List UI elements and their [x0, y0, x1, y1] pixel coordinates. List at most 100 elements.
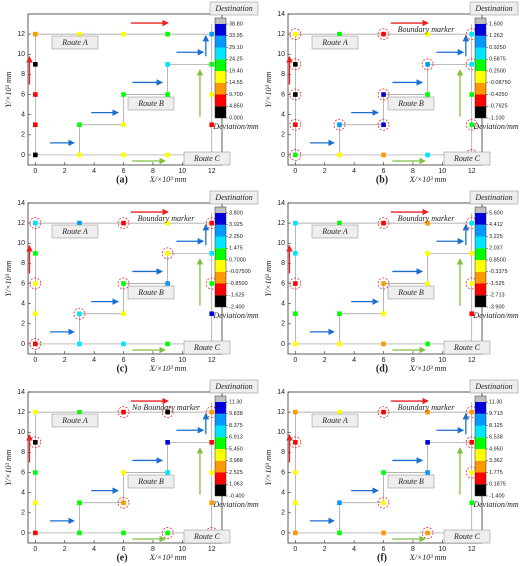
y-tick-label: 10 — [17, 51, 25, 58]
y-tick-label: 10 — [17, 429, 25, 436]
destination-label: Destination — [214, 193, 252, 202]
x-tick-label: 0 — [33, 168, 37, 175]
boundary-marker — [377, 118, 390, 131]
x-tick-label: 6 — [382, 357, 386, 364]
colorbar-band — [475, 94, 486, 107]
x-tick-label: 0 — [33, 357, 37, 364]
colorbar-tick-label: -2.713 — [489, 293, 505, 299]
colorbar-tick-label: -2.400 — [229, 304, 245, 310]
boundary-marker — [333, 118, 346, 131]
colorbar-band — [215, 449, 226, 461]
colorbar-title: Deviation/mm — [212, 311, 259, 320]
x-tick-label: 2 — [63, 357, 67, 364]
colorbar-band — [475, 472, 486, 485]
x-tick-label: 8 — [411, 357, 415, 364]
marker-text: Boundary marker — [138, 214, 196, 223]
data-point — [337, 500, 342, 506]
data-point — [165, 440, 170, 445]
data-point — [293, 500, 298, 506]
data-point — [33, 62, 38, 67]
y-tick-label: 2 — [21, 510, 25, 517]
x-axis-label: X/×10³ mm — [409, 175, 447, 184]
y-tick-label: 0 — [281, 341, 285, 348]
data-point — [33, 31, 38, 37]
y-axis-label: Y/×10³ mm — [4, 71, 13, 107]
boundary-marker — [73, 307, 86, 320]
colorbar-tick-label: 0.000 — [229, 115, 243, 121]
colorbar-tick-label: -1.525 — [489, 281, 505, 287]
panel-label: (a) — [116, 174, 128, 185]
colorbar-band — [215, 47, 226, 60]
colorbar-tick-label: 6.538 — [489, 435, 503, 441]
panel: 0 2 4 6 8 10 12 0 2 4 6 8 10 12 14 Y/×10³ mm X/×10³ mm (f… — [264, 379, 519, 563]
data-point — [33, 500, 38, 506]
colorbar-title: Deviation/mm — [472, 311, 519, 320]
data-point — [121, 500, 126, 506]
data-point — [425, 220, 430, 226]
destination-box — [209, 1, 259, 16]
data-point — [337, 341, 342, 347]
data-point — [425, 152, 430, 158]
route-box — [51, 35, 99, 50]
y-tick-label: 2 — [21, 132, 25, 139]
x-tick-label: 2 — [63, 168, 67, 175]
x-tick-label: 4 — [352, 357, 356, 364]
y-tick-label: 10 — [277, 429, 285, 436]
data-point — [209, 500, 215, 506]
x-axis-label: X/×10³ mm — [149, 175, 187, 184]
data-point — [381, 281, 386, 286]
panel: 0 2 4 6 8 10 12 0 2 4 6 8 10 12 Y/×10³ mm X/×10³ mm (a) 0… — [4, 1, 259, 185]
colorbar-title: Deviation/mm — [212, 500, 259, 509]
colorbar-band — [215, 260, 226, 272]
x-tick-label: 0 — [33, 546, 37, 553]
data-point — [209, 92, 215, 97]
panel-label: (c) — [116, 363, 127, 374]
y-tick-label: 0 — [21, 152, 25, 159]
colorbar-tick-label: 0.7000 — [229, 257, 246, 263]
data-point — [121, 122, 126, 128]
data-point — [425, 341, 430, 347]
data-point — [337, 31, 342, 37]
data-point — [381, 122, 386, 128]
route-label: Route C — [193, 343, 221, 352]
colorbar-title: Deviation/mm — [472, 122, 519, 131]
colorbar-tick-label: -0.4250 — [489, 92, 508, 98]
data-point — [33, 281, 38, 286]
data-point — [469, 281, 475, 286]
x-tick-label: 2 — [323, 168, 327, 175]
boundary-marker — [289, 58, 302, 71]
y-tick-label: 8 — [21, 260, 25, 267]
data-point — [293, 220, 298, 226]
colorbar-tick-label: 2.525 — [229, 470, 243, 476]
colorbar-band — [475, 59, 486, 71]
data-point — [165, 92, 170, 97]
colorbar-tick-label: 1.775 — [489, 470, 503, 476]
data-point — [381, 311, 386, 317]
colorbar-band — [475, 271, 486, 284]
data-point — [121, 31, 126, 37]
data-point — [381, 92, 386, 97]
y-tick-label: 4 — [21, 112, 25, 119]
route-box — [311, 224, 359, 239]
route-label: Route B — [397, 288, 424, 297]
destination-label: Destination — [474, 4, 512, 13]
boundary-marker — [377, 28, 390, 41]
x-axis-label: X/×10³ mm — [149, 553, 187, 562]
x-tick-label: 8 — [151, 168, 155, 175]
colorbar-tick-label: 6.913 — [229, 435, 243, 441]
data-point — [469, 311, 475, 317]
data-point — [425, 470, 430, 475]
data-point — [293, 251, 298, 256]
panel-label: (e) — [116, 552, 127, 563]
colorbar-tick-label: -0.7625 — [489, 104, 508, 110]
y-tick-label: 14 — [17, 389, 25, 396]
data-point — [337, 311, 342, 317]
data-point — [121, 530, 126, 536]
y-tick-label: 4 — [281, 301, 285, 308]
data-point — [165, 470, 170, 475]
data-point — [293, 281, 298, 286]
colorbar-frame — [474, 17, 487, 119]
x-tick-label: 8 — [151, 546, 155, 553]
data-point — [469, 220, 475, 226]
data-point — [381, 530, 386, 536]
